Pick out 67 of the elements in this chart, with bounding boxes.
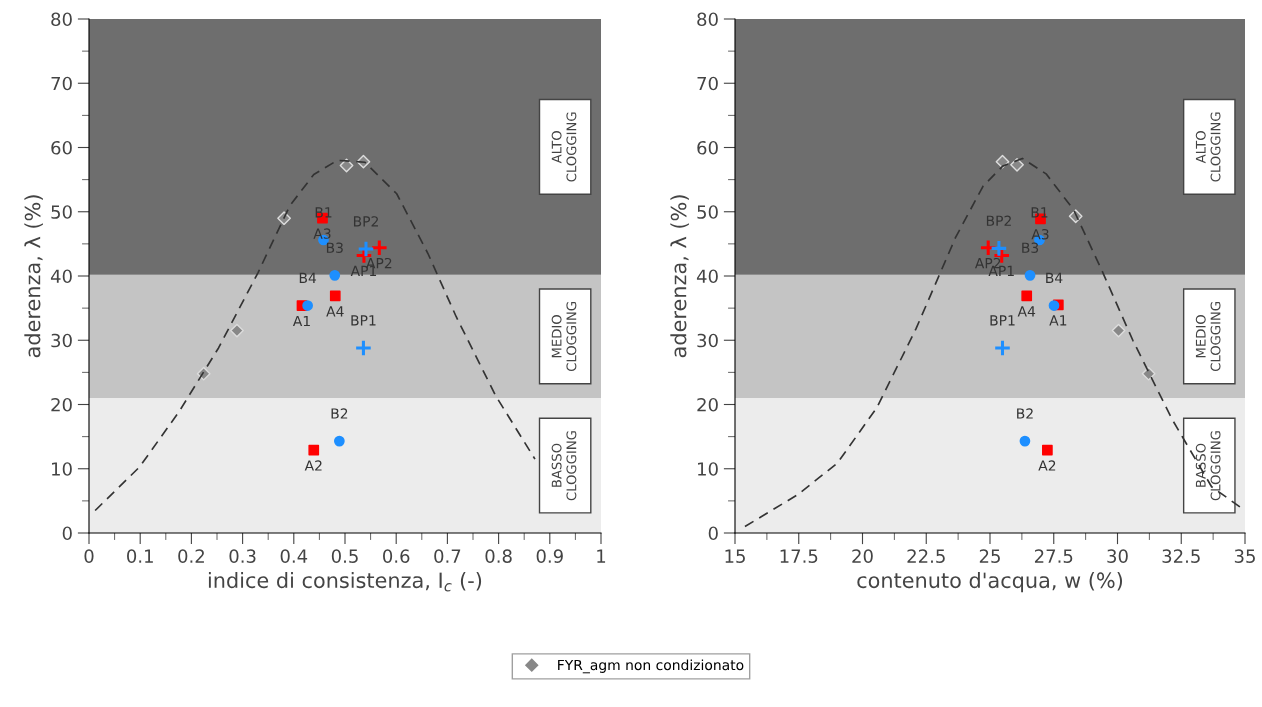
x-tick-label: 20 xyxy=(852,549,873,563)
x-tick-label: 17.5 xyxy=(780,549,818,563)
legend-label: FYR_agm non condizionato xyxy=(558,659,744,674)
annotation: A4 xyxy=(326,306,344,317)
annotation: BP1 xyxy=(351,315,376,326)
band-label: ALTO CLOGGING xyxy=(551,112,577,182)
x-axis-title: indice di consistenza, I$_{c}$ (-) xyxy=(208,572,482,592)
x-tick-label: 0.5 xyxy=(331,549,358,563)
y-tick-label: 30 xyxy=(51,333,72,348)
y-tick-label: 0 xyxy=(62,526,72,541)
y-tick-label: 0 xyxy=(708,526,718,541)
x-tick-label: 25 xyxy=(979,549,1000,563)
annotation: A1 xyxy=(292,315,310,327)
annotation: A3 xyxy=(1031,229,1049,240)
annotation: BP2 xyxy=(986,215,1011,226)
y-tick-label: 50 xyxy=(51,205,72,219)
y-tick-label: 60 xyxy=(697,140,718,155)
x-tick-label: 1 xyxy=(597,549,606,563)
band-label: BASSO CLOGGING xyxy=(1195,431,1221,501)
y-axis-title: aderenza, λ (%) xyxy=(24,195,43,358)
annotation: A2 xyxy=(1038,460,1056,471)
x-tick-label: 32.5 xyxy=(1162,549,1200,563)
annotation: B2 xyxy=(331,408,348,419)
band-label: MEDIO CLOGGING xyxy=(551,302,577,372)
annotation: B4 xyxy=(299,272,317,283)
y-axis-title: aderenza, λ (%) xyxy=(670,195,689,358)
x-tick-label: 27.5 xyxy=(1034,549,1073,563)
annotation: BP2 xyxy=(353,216,378,227)
x-tick-label: 0.3 xyxy=(229,549,256,563)
y-tick-label: 60 xyxy=(51,140,72,155)
annotation: A3 xyxy=(313,228,331,239)
x-tick-label: 0.8 xyxy=(485,549,512,563)
y-tick-label: 80 xyxy=(51,12,72,27)
x-tick-label: 35 xyxy=(1234,549,1255,563)
band-label: MEDIO CLOGGING xyxy=(1195,302,1221,372)
annotation: B4 xyxy=(1046,272,1063,283)
y-tick-label: 70 xyxy=(697,76,718,91)
y-tick-label: 40 xyxy=(696,269,718,284)
x-tick-label: 0 xyxy=(84,549,94,563)
x-tick-label: 0.4 xyxy=(280,549,308,563)
annotation: B2 xyxy=(1017,408,1033,419)
annotation: A2 xyxy=(304,460,322,471)
y-tick-label: 10 xyxy=(52,462,72,476)
y-tick-label: 80 xyxy=(697,12,718,27)
x-tick-label: 22.5 xyxy=(907,549,945,563)
x-tick-label: 0.6 xyxy=(383,549,410,563)
band-label: BASSO CLOGGING xyxy=(551,431,577,501)
x-tick-label: 0.9 xyxy=(536,549,563,563)
annotation: BP1 xyxy=(990,315,1015,326)
x-axis-title: contenuto d'acqua, w (%) xyxy=(857,572,1123,593)
x-tick-label: 30 xyxy=(1107,549,1128,563)
x-tick-label: 0.1 xyxy=(127,549,153,563)
y-tick-label: 20 xyxy=(51,397,72,412)
y-tick-label: 70 xyxy=(51,76,72,91)
y-tick-label: 50 xyxy=(697,205,718,219)
x-tick-label: 15 xyxy=(725,549,745,563)
annotation: A4 xyxy=(1017,306,1036,317)
y-tick-label: 30 xyxy=(697,333,718,348)
annotation: B3 xyxy=(1022,242,1039,253)
y-tick-label: 20 xyxy=(697,397,718,412)
y-tick-label: 10 xyxy=(698,462,718,476)
x-tick-label: 0.2 xyxy=(178,549,204,563)
x-tick-label: 0.7 xyxy=(434,549,461,563)
annotation: A1 xyxy=(1049,315,1067,326)
y-tick-label: 40 xyxy=(50,269,72,284)
annotation: B3 xyxy=(326,242,343,253)
band-label: ALTO CLOGGING xyxy=(1195,112,1221,182)
